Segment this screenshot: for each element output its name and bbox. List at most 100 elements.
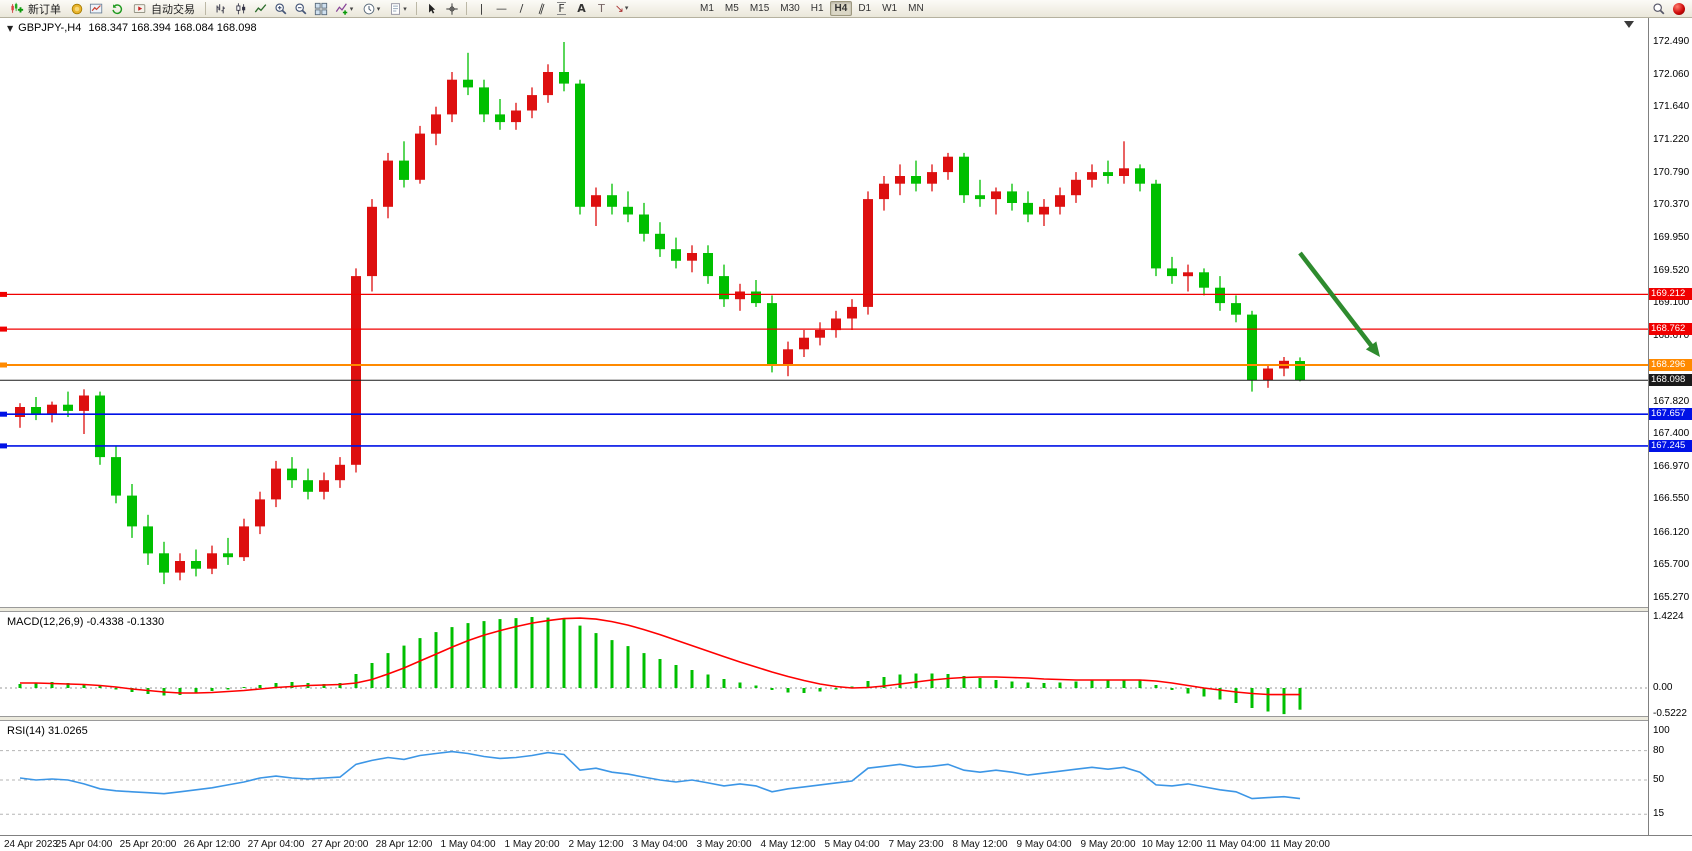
quotes-button[interactable] <box>67 1 86 17</box>
cursor-button[interactable] <box>422 1 441 17</box>
search-button[interactable] <box>1649 1 1668 17</box>
line-chart-icon <box>254 3 266 12</box>
bar-chart-button[interactable] <box>211 1 230 17</box>
candle-body <box>703 253 713 277</box>
trendline-tool[interactable] <box>512 1 531 17</box>
candle-body <box>415 133 425 180</box>
candle-body <box>15 407 25 417</box>
autotrading-button[interactable]: 自动交易 <box>127 1 200 17</box>
price-axis-tick: 167.820 <box>1653 396 1690 407</box>
macd-histogram-bar <box>530 617 534 688</box>
macd-canvas[interactable] <box>0 612 1648 716</box>
candle-body <box>175 561 185 573</box>
candle-body <box>527 95 537 111</box>
candle-body <box>1231 303 1241 315</box>
macd-histogram-bar <box>754 685 758 688</box>
time-axis-label: 10 May 12:00 <box>1141 839 1203 850</box>
candle-body <box>991 191 1001 200</box>
line-chart-button[interactable] <box>251 1 270 17</box>
bar-chart-icon <box>216 3 225 13</box>
horizontal-line-tool[interactable] <box>492 1 511 17</box>
macd-histogram-bar <box>226 688 230 690</box>
price-chart-panel[interactable]: GBPJPY-,H4 168.347 168.394 168.084 168.09… <box>0 18 1648 607</box>
timeframe-h1[interactable]: H1 <box>810 3 824 14</box>
price-chart-canvas[interactable] <box>0 18 1648 607</box>
time-axis-label: 2 May 12:00 <box>568 839 624 850</box>
text-label-tool[interactable] <box>592 1 611 17</box>
channel-tool[interactable] <box>532 1 551 17</box>
fibonacci-tool[interactable] <box>552 1 571 17</box>
candle-body <box>79 395 89 411</box>
rsi-canvas[interactable] <box>0 721 1648 835</box>
candle-body <box>463 79 473 88</box>
price-level-tag: 168.296 <box>1649 359 1692 371</box>
price-level-tag: 167.657 <box>1649 408 1692 420</box>
text-tool[interactable] <box>572 1 591 17</box>
rsi-panel[interactable]: RSI(14) 31.0265 <box>0 721 1648 835</box>
zoom-out-button[interactable] <box>291 1 310 17</box>
time-axis-label: 7 May 23:00 <box>888 839 944 850</box>
tile-windows-button[interactable] <box>311 1 330 17</box>
price-axis-tick: 171.640 <box>1653 101 1690 112</box>
timeframe-w1[interactable]: W1 <box>882 3 898 14</box>
alert-badge-button[interactable] <box>1669 1 1688 17</box>
macd-panel[interactable]: MACD(12,26,9) -0.4338 -0.1330 <box>0 612 1648 716</box>
candle-body <box>623 206 633 215</box>
price-axis-tick: 172.490 <box>1653 36 1690 47</box>
price-scale[interactable]: 172.490 172.060 171.640 171.220 170.790 170.3… <box>1648 18 1692 835</box>
templates-icon <box>391 2 401 15</box>
timeframe-mn[interactable]: MN <box>908 3 924 14</box>
macd-histogram-bar <box>690 670 694 688</box>
candle-body <box>223 553 233 558</box>
new-order-button[interactable]: 新订单 <box>4 1 66 17</box>
price-axis-tick: 169.950 <box>1653 232 1690 243</box>
timeframe-m5[interactable]: M5 <box>724 3 739 14</box>
timeframe-m15[interactable]: M15 <box>749 3 770 14</box>
hline-left-marker <box>0 291 7 297</box>
timeframe-m1[interactable]: M1 <box>700 3 714 14</box>
candle-body <box>1055 195 1065 207</box>
timeframe-h4[interactable]: H4 <box>829 1 853 16</box>
panel-splitter-macd[interactable] <box>0 607 1692 612</box>
candle-body <box>1215 287 1225 304</box>
macd-histogram-bar <box>466 623 470 688</box>
crosshair-button[interactable] <box>442 1 461 17</box>
indicators-button[interactable] <box>331 1 357 17</box>
price-axis-tick: 166.120 <box>1653 527 1690 538</box>
arrow-annotation[interactable] <box>1298 251 1377 352</box>
macd-histogram-bar <box>482 621 486 688</box>
candle-body <box>399 160 409 180</box>
candle-body <box>1183 272 1193 277</box>
timeframe-m30[interactable]: M30 <box>780 3 800 14</box>
arrows-tool[interactable] <box>612 1 631 17</box>
charts-button[interactable] <box>87 1 106 17</box>
macd-histogram-bar <box>738 682 742 688</box>
price-axis-tick: 169.520 <box>1653 265 1690 276</box>
vertical-line-tool[interactable] <box>472 1 491 17</box>
macd-histogram-bar <box>658 659 662 688</box>
price-level-tag: 167.245 <box>1649 440 1692 452</box>
one-click-trading-toggle[interactable] <box>7 22 13 34</box>
periods-button[interactable] <box>358 1 384 17</box>
candlestick-chart-button[interactable] <box>231 1 250 17</box>
macd-histogram-bar <box>546 617 550 688</box>
timeframe-d1[interactable]: D1 <box>858 3 872 14</box>
templates-button[interactable] <box>385 1 411 17</box>
candle-body <box>271 468 281 500</box>
macd-histogram-bar <box>354 674 358 688</box>
macd-histogram-bar <box>242 687 246 688</box>
macd-histogram-bar <box>914 673 918 688</box>
search-icon <box>1652 2 1664 14</box>
candle-body <box>495 114 505 123</box>
macd-histogram-bar <box>562 619 566 688</box>
navigator-button[interactable] <box>107 1 126 17</box>
time-axis[interactable]: 24 Apr 2023 25 Apr 04:00 25 Apr 20:00 26 Ap… <box>0 835 1692 851</box>
toolbar: 新订单 自动交易 <box>0 0 1692 18</box>
candle-body <box>639 214 649 234</box>
macd-histogram-bar <box>66 683 70 688</box>
macd-histogram-bar <box>770 688 774 690</box>
candle-body <box>751 291 761 304</box>
price-axis-tick: 169.100 <box>1653 297 1690 308</box>
panel-splitter-rsi[interactable] <box>0 716 1692 721</box>
zoom-in-button[interactable] <box>271 1 290 17</box>
